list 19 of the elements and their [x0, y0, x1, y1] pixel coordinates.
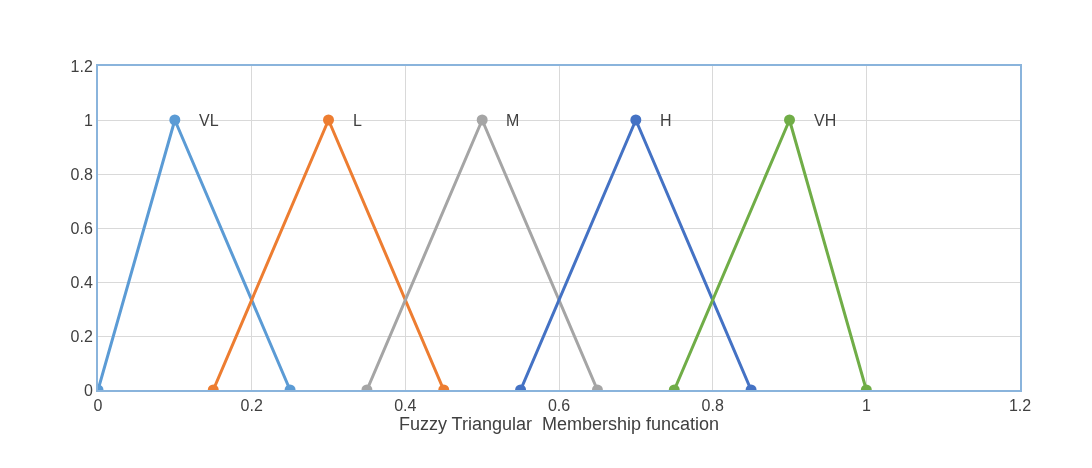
x-tick-label: 0.6 [547, 397, 571, 415]
series-label: L [353, 112, 362, 129]
y-tick-label: 0.4 [70, 273, 93, 291]
x-tick-label: 0.4 [394, 397, 417, 415]
y-tick-label: 1 [83, 111, 93, 129]
y-tick-label: 0.8 [70, 165, 93, 183]
series-label: VH [814, 112, 837, 129]
x-tick-label: 0.8 [701, 397, 724, 415]
y-tick-label: 0 [83, 381, 93, 399]
y-tick-label: 0.6 [70, 219, 93, 237]
x-tick-label: 1.2 [1008, 397, 1032, 415]
series-label: M [506, 112, 520, 129]
y-tick-label: 1.2 [70, 57, 93, 75]
x-tick-label: 1 [861, 397, 871, 415]
x-axis-title: Fuzzy Triangular Membership funcation [398, 414, 720, 435]
series-label: H [660, 112, 672, 129]
y-tick-label: 0.2 [70, 327, 93, 345]
series-label: VL [199, 112, 219, 129]
x-tick-label: 0.2 [240, 397, 263, 415]
